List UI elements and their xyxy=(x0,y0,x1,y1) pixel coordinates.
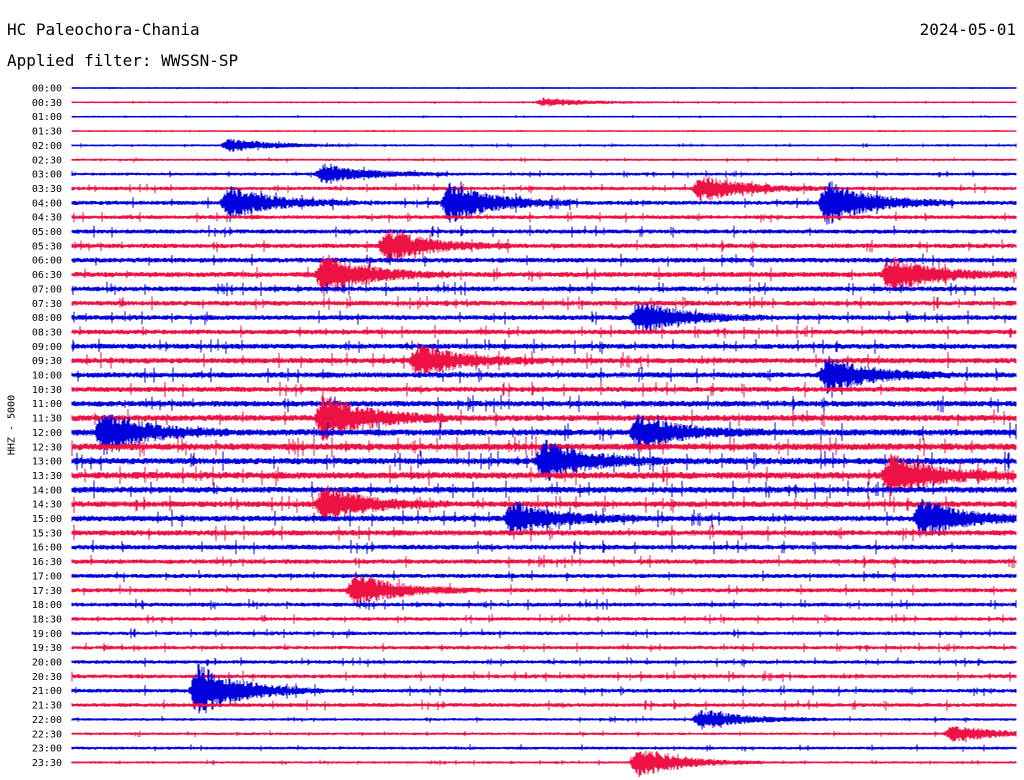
time-tick-label: 11:00 xyxy=(32,399,62,410)
time-tick-label: 05:00 xyxy=(32,227,62,238)
time-tick-label: 23:00 xyxy=(32,744,62,755)
time-tick-label: 09:30 xyxy=(32,356,62,367)
time-tick-label: 11:30 xyxy=(32,414,62,425)
time-tick-label: 12:00 xyxy=(32,428,62,439)
time-tick-label: 20:00 xyxy=(32,658,62,669)
time-tick-label: 08:00 xyxy=(32,313,62,324)
filter-label: Applied filter: WWSSN-SP xyxy=(7,51,239,70)
time-tick-label: 03:00 xyxy=(32,170,62,181)
time-tick-label: 03:30 xyxy=(32,184,62,195)
time-tick-label: 20:30 xyxy=(32,672,62,683)
time-tick-label: 22:30 xyxy=(32,729,62,740)
time-tick-label: 10:00 xyxy=(32,371,62,382)
trace-row-2330 xyxy=(71,750,1017,778)
time-tick-label: 17:00 xyxy=(32,571,62,582)
time-tick-label: 18:00 xyxy=(32,600,62,611)
time-tick-label: 14:30 xyxy=(32,500,62,511)
time-tick-label: 06:30 xyxy=(32,270,62,281)
time-tick-label: 01:30 xyxy=(32,127,62,138)
time-tick-label: 09:00 xyxy=(32,342,62,353)
time-tick-label: 19:00 xyxy=(32,629,62,640)
time-tick-label: 15:30 xyxy=(32,528,62,539)
time-tick-label: 15:00 xyxy=(32,514,62,525)
station-title: HC Paleochora-Chania xyxy=(7,20,200,39)
time-tick-label: 00:30 xyxy=(32,98,62,109)
time-tick-label: 10:30 xyxy=(32,385,62,396)
time-tick-label: 14:00 xyxy=(32,485,62,496)
time-tick-label: 02:00 xyxy=(32,141,62,152)
time-tick-label: 12:30 xyxy=(32,442,62,453)
time-tick-label: 17:30 xyxy=(32,586,62,597)
time-tick-label: 01:00 xyxy=(32,112,62,123)
time-tick-label: 23:30 xyxy=(32,758,62,769)
time-tick-label: 19:30 xyxy=(32,643,62,654)
time-tick-label: 08:30 xyxy=(32,327,62,338)
trace-row-0800 xyxy=(71,303,1017,334)
time-tick-label: 02:30 xyxy=(32,155,62,166)
time-tick-label: 22:00 xyxy=(32,715,62,726)
time-tick-label: 16:00 xyxy=(32,543,62,554)
time-tick-label: 04:00 xyxy=(32,198,62,209)
time-tick-label: 06:00 xyxy=(32,256,62,267)
time-tick-label: 21:30 xyxy=(32,701,62,712)
time-tick-label: 00:00 xyxy=(32,84,62,95)
time-tick-label: 07:00 xyxy=(32,284,62,295)
time-tick-label: 07:30 xyxy=(32,299,62,310)
time-tick-label: 04:30 xyxy=(32,213,62,224)
time-tick-label: 05:30 xyxy=(32,241,62,252)
time-tick-label: 16:30 xyxy=(32,557,62,568)
time-tick-label: 18:30 xyxy=(32,614,62,625)
time-tick-label: 13:30 xyxy=(32,471,62,482)
record-date: 2024-05-01 xyxy=(919,20,1016,39)
time-tick-label: 13:00 xyxy=(32,457,62,468)
time-tick-label: 21:00 xyxy=(32,686,62,697)
